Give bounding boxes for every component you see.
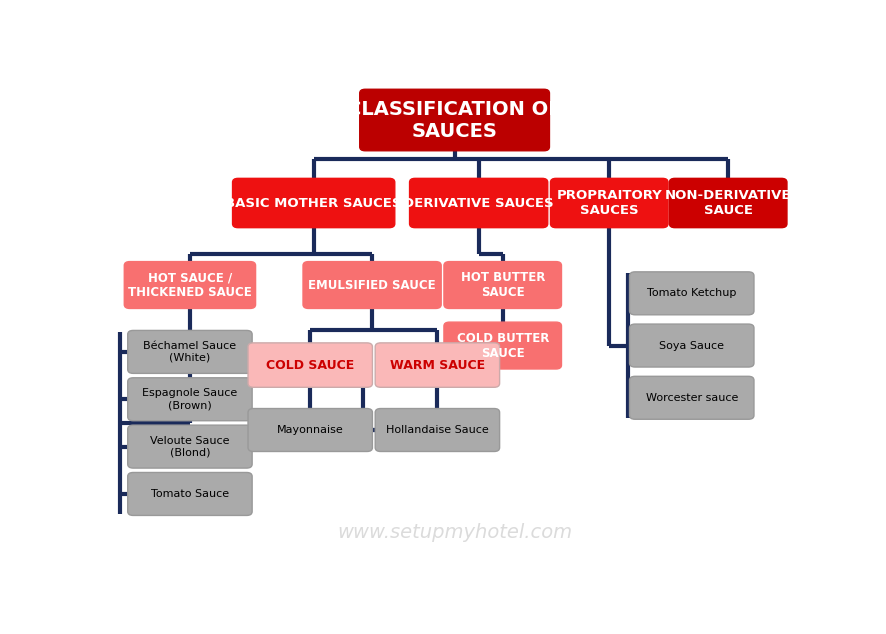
Text: Espagnole Sauce
(Brown): Espagnole Sauce (Brown) bbox=[142, 389, 237, 410]
Text: DERIVATIVE SAUCES: DERIVATIVE SAUCES bbox=[403, 197, 554, 209]
FancyBboxPatch shape bbox=[128, 472, 252, 515]
Text: COLD BUTTER
SAUCE: COLD BUTTER SAUCE bbox=[456, 332, 548, 359]
FancyBboxPatch shape bbox=[124, 262, 255, 309]
FancyBboxPatch shape bbox=[248, 343, 372, 387]
FancyBboxPatch shape bbox=[128, 330, 252, 373]
Text: Hollandaise Sauce: Hollandaise Sauce bbox=[385, 425, 488, 435]
FancyBboxPatch shape bbox=[629, 377, 753, 419]
FancyBboxPatch shape bbox=[232, 178, 394, 228]
FancyBboxPatch shape bbox=[443, 322, 561, 369]
FancyBboxPatch shape bbox=[629, 324, 753, 367]
FancyBboxPatch shape bbox=[550, 178, 667, 228]
Text: EMULSIFIED SAUCE: EMULSIFIED SAUCE bbox=[308, 278, 435, 292]
FancyBboxPatch shape bbox=[375, 343, 499, 387]
Text: HOT SAUCE /
THICKENED SAUCE: HOT SAUCE / THICKENED SAUCE bbox=[128, 271, 252, 299]
FancyBboxPatch shape bbox=[128, 425, 252, 468]
FancyBboxPatch shape bbox=[303, 262, 440, 309]
Text: Tomato Ketchup: Tomato Ketchup bbox=[646, 288, 735, 299]
FancyBboxPatch shape bbox=[375, 408, 499, 451]
FancyBboxPatch shape bbox=[409, 178, 548, 228]
Text: Tomato Sauce: Tomato Sauce bbox=[151, 489, 229, 499]
Text: Veloute Sauce
(Blond): Veloute Sauce (Blond) bbox=[150, 436, 229, 457]
FancyBboxPatch shape bbox=[669, 178, 786, 228]
Text: CLASSIFICATION OF
SAUCES: CLASSIFICATION OF SAUCES bbox=[347, 100, 561, 141]
Text: WARM SAUCE: WARM SAUCE bbox=[390, 359, 485, 372]
FancyBboxPatch shape bbox=[360, 89, 548, 151]
Text: HOT BUTTER
SAUCE: HOT BUTTER SAUCE bbox=[460, 271, 544, 299]
Text: PROPRAITORY
SAUCES: PROPRAITORY SAUCES bbox=[556, 189, 661, 217]
FancyBboxPatch shape bbox=[443, 262, 561, 309]
FancyBboxPatch shape bbox=[629, 272, 753, 315]
Text: Mayonnaise: Mayonnaise bbox=[276, 425, 343, 435]
FancyBboxPatch shape bbox=[248, 408, 372, 451]
Text: COLD SAUCE: COLD SAUCE bbox=[266, 359, 354, 372]
Text: www.setupmyhotel.com: www.setupmyhotel.com bbox=[337, 523, 571, 542]
FancyBboxPatch shape bbox=[128, 378, 252, 421]
Text: Worcester sauce: Worcester sauce bbox=[645, 393, 737, 403]
Text: NON-DERIVATIVE
SAUCE: NON-DERIVATIVE SAUCE bbox=[664, 189, 790, 217]
Text: Béchamel Sauce
(White): Béchamel Sauce (White) bbox=[144, 341, 237, 363]
Text: Soya Sauce: Soya Sauce bbox=[658, 340, 724, 351]
Text: BASIC MOTHER SAUCES: BASIC MOTHER SAUCES bbox=[225, 197, 401, 209]
